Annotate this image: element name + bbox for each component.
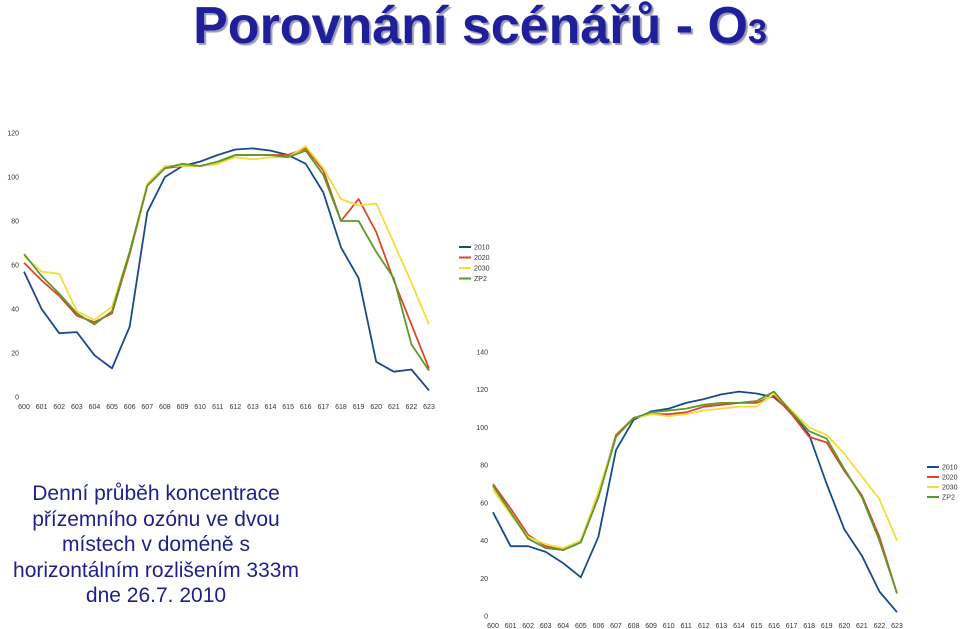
- chart2-legend-label: ZP2: [942, 495, 955, 502]
- chart2-xtick-label: 604: [557, 623, 569, 629]
- slide-title-main: Porovnání scénářů - O: [193, 0, 748, 55]
- chart1-xtick-label: 613: [247, 404, 259, 411]
- chart2-legend-label: 2030: [942, 485, 958, 492]
- chart2-series-line: [492, 392, 898, 549]
- caption-line-3: místech v doméně s: [62, 533, 250, 556]
- chart1-ytick-label: 120: [7, 131, 19, 138]
- chart1-xtick-label: 602: [53, 404, 65, 411]
- chart1-xtick-label: 605: [106, 404, 118, 411]
- chart1-xtick-label: 603: [71, 404, 83, 411]
- chart1-legend-label: ZP2: [474, 276, 487, 283]
- caption-line-1: Denní průběh koncentrace: [32, 482, 280, 505]
- chart2-xtick-label: 602: [522, 623, 534, 629]
- chart1-series-line: [23, 149, 430, 372]
- chart2-xtick-label: 610: [663, 623, 675, 629]
- chart1-xtick-label: 616: [300, 404, 312, 411]
- chart1-xtick-label: 604: [89, 404, 101, 411]
- chart2-xtick-label: 600: [487, 623, 499, 629]
- chart1-legend-label: 2020: [474, 255, 490, 262]
- chart1-xtick-label: 619: [353, 404, 365, 411]
- chart2-xtick-label: 622: [874, 623, 886, 629]
- chart2-xtick-label: 621: [856, 623, 868, 629]
- chart2-xtick-label: 601: [505, 623, 517, 629]
- chart1-legend-label: 2030: [474, 266, 490, 273]
- chart2-xtick-label: 619: [821, 623, 833, 629]
- chart2-ytick-label: 0: [484, 614, 488, 621]
- chart1-ytick-label: 80: [11, 219, 19, 226]
- chart2-xtick-label: 608: [628, 623, 640, 629]
- chart2-ytick-label: 140: [476, 350, 488, 357]
- chart2-xtick-label: 614: [733, 623, 745, 629]
- chart1-xtick-label: 612: [229, 404, 241, 411]
- chart2-xtick-label: 605: [575, 623, 587, 629]
- chart1-xtick-label: 609: [177, 404, 189, 411]
- chart1-xtick-label: 622: [406, 404, 418, 411]
- chart2-legend-label: 2010: [942, 465, 958, 472]
- chart2-xtick-label: 616: [768, 623, 780, 629]
- chart1-series-line: [23, 147, 430, 369]
- chart1-xtick-label: 600: [18, 404, 30, 411]
- chart1-xtick-label: 607: [141, 404, 153, 411]
- slide-title-subscript: 3: [747, 13, 767, 51]
- chart1-ytick-label: 60: [11, 263, 19, 270]
- chart2-series-line: [492, 394, 898, 594]
- chart1-ytick-label: 100: [7, 175, 19, 182]
- caption-line-4: horizontálním rozlišením 333m: [13, 558, 299, 582]
- chart2-ytick-label: 20: [480, 576, 488, 583]
- caption-line-2: přízemního ozónu ve dvou: [32, 507, 280, 531]
- chart2-xtick-label: 618: [803, 623, 815, 629]
- chart1-xtick-label: 608: [159, 404, 171, 411]
- chart1-xtick-label: 617: [318, 404, 330, 411]
- chart2-xtick-label: 613: [716, 623, 728, 629]
- caption-line-5: dne 26.7. 2010: [85, 584, 227, 607]
- chart2-legend-label: 2020: [942, 475, 958, 482]
- chart2-series-line: [492, 390, 898, 594]
- chart1-xtick-label: 614: [265, 404, 277, 411]
- chart2-ytick-label: 100: [476, 425, 488, 432]
- chart1-xtick-label: 610: [194, 404, 206, 411]
- chart1-xtick-label: 606: [124, 404, 136, 411]
- chart2-xtick-label: 623: [891, 623, 903, 629]
- chart1-xtick-label: 618: [335, 404, 347, 411]
- chart2-xtick-label: 612: [698, 623, 710, 629]
- chart2-xtick-label: 607: [610, 623, 622, 629]
- chart1-ytick-label: 40: [11, 307, 19, 314]
- chart1-xtick-label: 623: [423, 404, 435, 411]
- chart1-xtick-label: 611: [212, 404, 223, 411]
- chart1-series-line: [23, 147, 430, 391]
- chart1-series-line: [23, 145, 430, 325]
- chart2-ytick-label: 60: [480, 500, 488, 507]
- chart2-ytick-label: 40: [480, 538, 488, 545]
- chart2-xtick-label: 603: [540, 623, 552, 629]
- chart2-xtick-label: 611: [681, 623, 692, 629]
- chart1-xtick-label: 620: [370, 404, 382, 411]
- chart2-xtick-label: 609: [645, 623, 657, 629]
- chart1-legend-label: 2010: [474, 245, 490, 252]
- chart2-xtick-label: 617: [786, 623, 798, 629]
- chart1: 0 20 40 60 80 100 120 600 601 602 603 604 605 606 607 6…: [7, 131, 489, 412]
- chart2-xtick-label: 620: [838, 623, 850, 629]
- chart1-xtick-label: 615: [282, 404, 294, 411]
- chart2-xtick-label: 606: [593, 623, 605, 629]
- slide-title: Porovnání scénářů - O3: [0, 0, 960, 56]
- chart2: 0 20 40 60 80 100 120 140 600 601 602 603 604 605 606 6…: [476, 350, 957, 629]
- chart1-ytick-label: 0: [15, 395, 19, 402]
- chart2-ytick-label: 80: [480, 463, 488, 470]
- chart1-xtick-label: 601: [36, 404, 48, 411]
- chart1-xtick-label: 621: [388, 404, 400, 411]
- chart2-series-line: [492, 390, 898, 613]
- chart1-ytick-label: 20: [11, 351, 19, 358]
- chart2-xtick-label: 615: [751, 623, 763, 629]
- chart2-ytick-label: 120: [476, 387, 488, 394]
- slide-caption: Denní průběh koncentrace přízemního ozón…: [0, 481, 312, 609]
